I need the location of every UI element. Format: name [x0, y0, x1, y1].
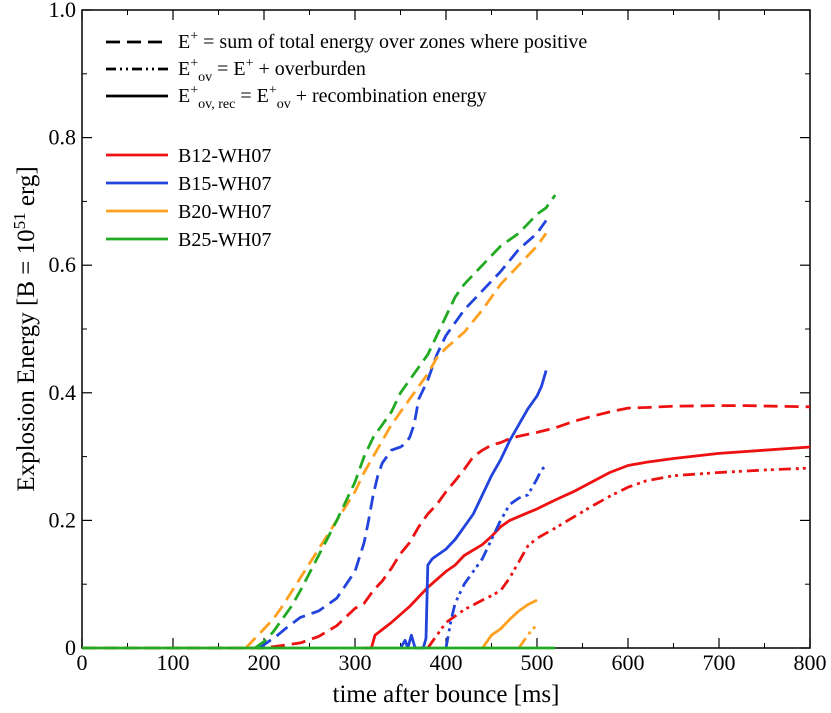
legend-label-part: +	[269, 83, 277, 98]
y-axis-label-suffix: erg]	[13, 166, 40, 212]
x-tick-label-700: 700	[703, 650, 736, 675]
legend-label-part: E	[178, 31, 190, 53]
legend-label-part: ov, rec	[198, 97, 235, 112]
y-tick-label-0.4: 0.4	[49, 380, 77, 405]
legend-label-b25-wh07: B25-WH07	[178, 229, 271, 251]
x-tick-label-400: 400	[430, 650, 463, 675]
x-axis-label: time after bounce [ms]	[333, 681, 560, 708]
x-tick-label-500: 500	[521, 650, 554, 675]
x-tick-label-800: 800	[794, 650, 827, 675]
y-tick-label-0.8: 0.8	[49, 125, 77, 150]
legend-label-b12-wh07: B12-WH07	[178, 145, 271, 167]
legend-label-part: = E	[235, 85, 269, 107]
y-tick-label-0.6: 0.6	[49, 252, 77, 277]
legend-label-part: E	[178, 85, 190, 107]
series-b12-wh07-dashdot	[426, 466, 811, 649]
series-b20-wh07-dashdot	[517, 624, 538, 649]
legend-label-b15-wh07: B15-WH07	[178, 173, 271, 195]
legend-label-part: = sum of total energy over zones where p…	[198, 31, 587, 53]
legend-style-label-dashdotdot: E+ov = E+ + overburden	[178, 56, 366, 85]
x-tick-label-0: 0	[77, 650, 88, 675]
x-tick-label-100: 100	[157, 650, 190, 675]
x-tick-label-300: 300	[339, 650, 372, 675]
legend-label-part: +	[190, 56, 198, 71]
legend-label-part: + overburden	[254, 58, 366, 80]
legend-label-part: = E	[212, 58, 246, 80]
legend-label-part: ov	[198, 70, 212, 85]
y-axis-label-exponent: 51	[10, 212, 29, 229]
y-tick-label-1.0: 1.0	[49, 0, 77, 22]
legend-style-label-solid: E+ov, rec = E+ov + recombination energy	[178, 83, 487, 112]
y-axis: 0 0.2 0.4 0.6 0.8 1.0	[49, 0, 810, 660]
x-tick-label-200: 200	[248, 650, 281, 675]
legend-label-part: +	[190, 29, 198, 44]
series-b20-wh07-solid	[481, 598, 538, 649]
y-tick-label-0: 0	[65, 635, 76, 660]
x-axis: 0 100 200 300 400 500 600 700 800	[77, 10, 827, 675]
y-tick-label-0.2: 0.2	[49, 507, 77, 532]
series-b15-wh07-dashdot	[444, 465, 547, 649]
data-series	[82, 194, 811, 650]
legend-label-part: E	[178, 58, 190, 80]
legend-label-part: + recombination energy	[291, 85, 487, 107]
legend-label-b20-wh07: B20-WH07	[178, 201, 271, 223]
legend: E+ = sum of total energy over zones wher…	[106, 29, 587, 251]
legend-label-part: +	[190, 83, 198, 98]
series-b12-wh07-dashed	[82, 404, 811, 650]
legend-label-part: +	[246, 56, 254, 71]
x-tick-label-600: 600	[612, 650, 645, 675]
series-b25-wh07-dashed	[254, 194, 557, 650]
y-axis-label-prefix: Explosion Energy [B = 10	[13, 229, 40, 491]
series-b15-wh07-solid	[399, 370, 548, 650]
series-b15-wh07-dashed	[258, 219, 548, 650]
legend-label-part: ov	[277, 97, 291, 112]
y-axis-label: Explosion Energy [B = 1051 erg]	[10, 166, 40, 491]
legend-style-label-dashed: E+ = sum of total energy over zones wher…	[178, 29, 587, 53]
series-b20-wh07-dashed	[244, 232, 548, 649]
series-b12-wh07-solid	[364, 445, 811, 650]
